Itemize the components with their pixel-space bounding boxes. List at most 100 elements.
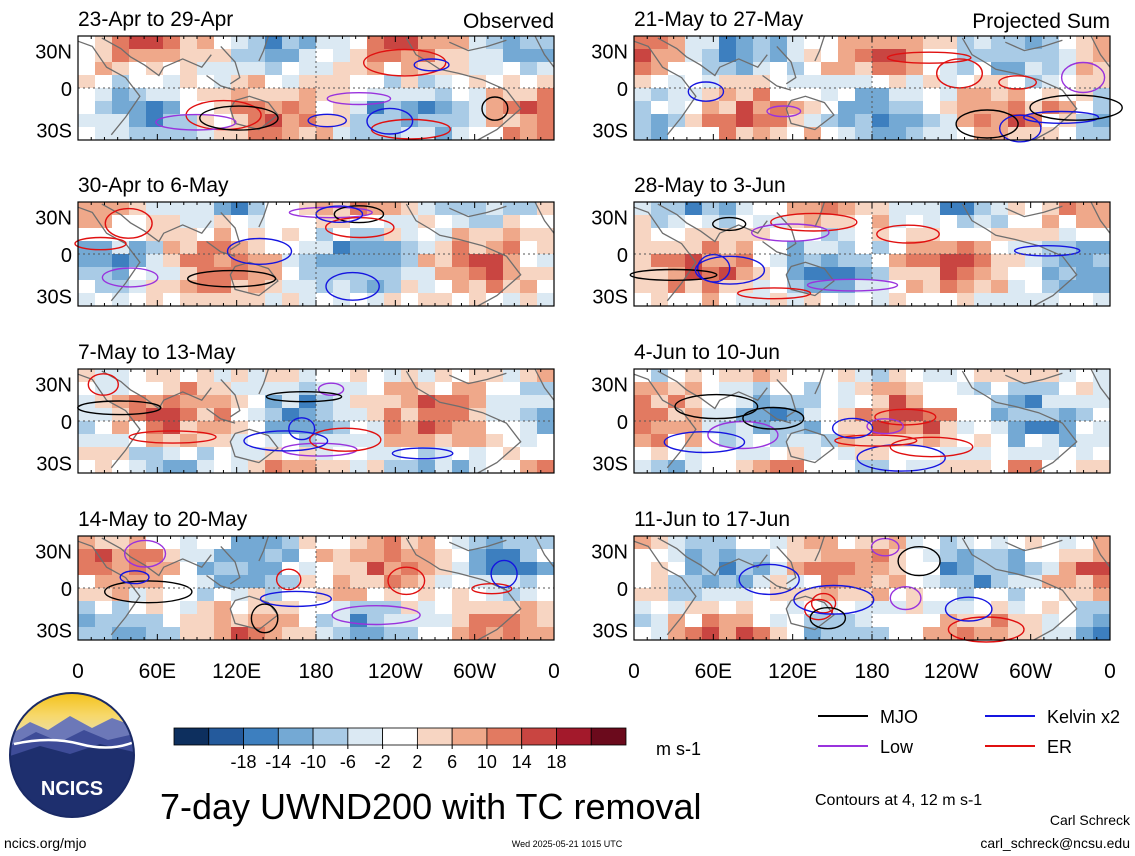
field-cell	[537, 101, 554, 114]
field-cell	[129, 241, 146, 254]
field-cell	[991, 293, 1008, 306]
field-cell	[248, 228, 265, 241]
field-cell	[974, 127, 991, 140]
field-cell	[486, 241, 503, 254]
field-cell	[940, 62, 957, 75]
field-cell	[940, 228, 957, 241]
field-cell	[940, 280, 957, 293]
field-cell	[991, 562, 1008, 575]
panel-tag: Observed	[463, 10, 554, 33]
wave-contour	[265, 391, 343, 403]
field-cell	[821, 575, 838, 588]
field-cell	[1093, 588, 1110, 601]
field-cell	[651, 575, 668, 588]
field-cell	[452, 280, 469, 293]
field-cell	[350, 421, 367, 434]
field-cell	[316, 549, 333, 562]
field-cell	[350, 127, 367, 140]
field-cell	[1025, 460, 1042, 473]
field-cell	[95, 215, 112, 228]
field-cell	[163, 408, 180, 421]
wave-contour	[119, 570, 150, 585]
field-cell	[265, 280, 282, 293]
field-cell	[991, 601, 1008, 614]
field-cell	[651, 395, 668, 408]
field-cell	[537, 36, 554, 49]
field-cell	[418, 254, 435, 267]
field-cell	[520, 369, 537, 382]
field-cell	[214, 434, 231, 447]
field-cell	[486, 280, 503, 293]
field-cell	[685, 588, 702, 601]
field-cell	[736, 62, 753, 75]
field-cell	[367, 228, 384, 241]
field-cell	[736, 114, 753, 127]
field-cell	[1093, 101, 1110, 114]
field-cell	[1025, 549, 1042, 562]
field-cell	[702, 293, 719, 306]
field-cell	[1008, 280, 1025, 293]
field-cell	[1042, 562, 1059, 575]
field-cell	[1076, 127, 1093, 140]
field-cell	[367, 588, 384, 601]
field-cell	[974, 627, 991, 640]
coastline	[229, 95, 279, 131]
field-cell	[265, 36, 282, 49]
field-cell	[299, 421, 316, 434]
field-cell	[197, 575, 214, 588]
field-cell	[350, 536, 367, 549]
field-cell	[367, 408, 384, 421]
field-cell	[418, 280, 435, 293]
field-cell	[668, 369, 685, 382]
field-cell	[78, 75, 95, 88]
y-tick-label: 30S	[36, 621, 72, 643]
field-cell	[702, 395, 719, 408]
field-cell	[855, 75, 872, 88]
colorbar-swatch	[416, 727, 453, 746]
field-cell	[719, 114, 736, 127]
field-cell	[906, 88, 923, 101]
field-cell	[486, 75, 503, 88]
site-url[interactable]: ncics.org/mjo	[4, 835, 87, 851]
field-cell	[872, 114, 889, 127]
field-cell	[486, 49, 503, 62]
wave-contour	[101, 267, 159, 288]
field-cell	[991, 241, 1008, 254]
field-cell	[1008, 395, 1025, 408]
field-cell	[469, 127, 486, 140]
field-cell	[923, 101, 940, 114]
field-cell	[940, 127, 957, 140]
field-cell	[753, 575, 770, 588]
field-cell	[180, 241, 197, 254]
field-cell	[787, 549, 804, 562]
author-email[interactable]: carl_schreck@ncsu.edu	[980, 835, 1130, 851]
field-cell	[685, 293, 702, 306]
field-cell	[537, 408, 554, 421]
wave-contour	[281, 442, 358, 457]
field-cell	[821, 75, 838, 88]
field-cell	[265, 562, 282, 575]
field-cell	[78, 280, 95, 293]
field-cell	[1025, 382, 1042, 395]
field-cell	[991, 228, 1008, 241]
field-cell	[736, 127, 753, 140]
field-cell	[163, 241, 180, 254]
field-cell	[418, 215, 435, 228]
field-cell	[838, 254, 855, 267]
field-cell	[668, 36, 685, 49]
field-cell	[651, 562, 668, 575]
field-cell	[180, 408, 197, 421]
wave-contour	[955, 109, 1019, 139]
field-cell	[503, 36, 520, 49]
field-cell	[702, 369, 719, 382]
coastline	[229, 595, 279, 631]
field-cell	[651, 588, 668, 601]
field-cell	[112, 75, 129, 88]
field-cell	[991, 267, 1008, 280]
x-tick-label: 60E	[695, 660, 732, 683]
field-cell	[1025, 114, 1042, 127]
field-cell	[316, 421, 333, 434]
field-cell	[146, 434, 163, 447]
field-cell	[1059, 601, 1076, 614]
field-cell	[719, 127, 736, 140]
